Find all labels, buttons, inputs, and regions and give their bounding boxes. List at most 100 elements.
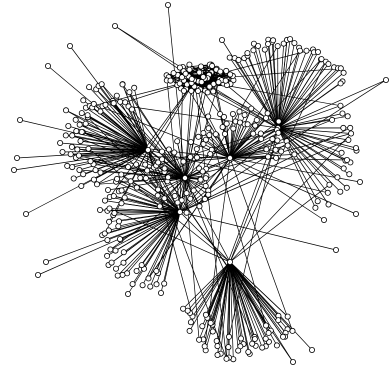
graph-edge [161,159,186,179]
graph-edge [136,211,181,272]
graph-node [82,120,89,127]
graph-edge [126,211,181,274]
graph-edge [229,121,279,159]
graph-node [202,182,209,189]
graph-node [43,258,50,265]
graph-edge [87,114,186,179]
graph-node [263,146,270,153]
graph-edge [210,261,231,324]
graph-edge [78,155,231,159]
graph-node [337,65,344,72]
graph-edge [277,127,351,163]
graph-node [108,259,115,266]
graph-node [200,129,207,136]
graph-edge [277,63,329,129]
graph-node [129,281,136,288]
graph-node [345,136,352,143]
graph-node [22,210,29,217]
graph-edge [179,211,231,263]
graph-edge [194,79,348,161]
graph-node [214,351,221,358]
graph-node [180,87,187,94]
graph-edge [229,140,278,263]
graph-edge [277,50,307,129]
graph-node [230,125,237,132]
graph-node [340,69,347,76]
graph-node [253,117,260,124]
graph-node [273,342,280,349]
graph-node [193,145,200,152]
graph-node [275,118,282,125]
graph-node [314,198,321,205]
graph-node [97,206,104,213]
graph-node [235,347,242,354]
graph-node [334,174,341,181]
graph-edge [253,43,279,129]
graph-node [76,121,83,128]
graph-node [80,97,87,104]
graph-node [158,148,165,155]
graph-edge [229,157,348,161]
graph-node [337,80,344,87]
graph-node [291,151,298,158]
graph-edge [45,211,181,263]
graph-node [225,344,232,351]
graph-edge [229,124,248,159]
graph-node [133,267,140,274]
graph-node [269,136,276,143]
graph-edge [89,105,186,179]
graph-node [178,74,185,81]
graph-node [217,68,224,75]
graph-edge [182,261,231,309]
graph-node [344,113,351,120]
graph-node [207,150,214,157]
graph-node [196,203,203,210]
graph-node [200,73,207,80]
graph-node [241,112,248,119]
graph-node [222,77,229,84]
graph-node [147,283,154,290]
graph-node [326,181,333,188]
graph-node [190,187,197,194]
graph-edge [229,157,357,215]
graph-node [45,63,52,70]
graph-edge [220,261,231,354]
graph-node [182,70,189,77]
graph-edge [117,211,181,276]
graph-node [202,136,209,143]
graph-node [133,161,140,168]
graph-node [115,223,122,230]
graph-node [67,151,74,158]
graph-node [284,142,291,149]
graph-node [16,117,23,124]
graph-edge [277,83,341,129]
graph-node [171,192,178,199]
graph-node [145,275,152,282]
graph-node [348,130,355,137]
graph-node [193,154,200,161]
graph-node [183,209,190,216]
graph-edge [69,45,149,151]
graph-node [97,108,104,115]
graph-edge [104,149,149,234]
graph-edge [184,177,200,340]
graph-node [207,319,214,326]
graph-node [347,124,354,131]
graph-edge [149,211,181,287]
graph-node [161,280,168,287]
graph-edge [229,140,287,159]
graph-edge [127,211,181,295]
graph-node [112,22,119,29]
graph-node [325,201,332,208]
graph-edge [229,261,267,339]
graph-node [250,130,257,137]
graph-edge [228,261,231,337]
graph-edge [212,261,231,332]
graph-node [94,181,101,188]
graph-node [118,171,125,178]
graph-node [275,317,282,324]
graph-node [75,152,82,159]
graph-node [155,159,162,166]
graph-node [244,121,251,128]
graph-node [259,344,266,351]
